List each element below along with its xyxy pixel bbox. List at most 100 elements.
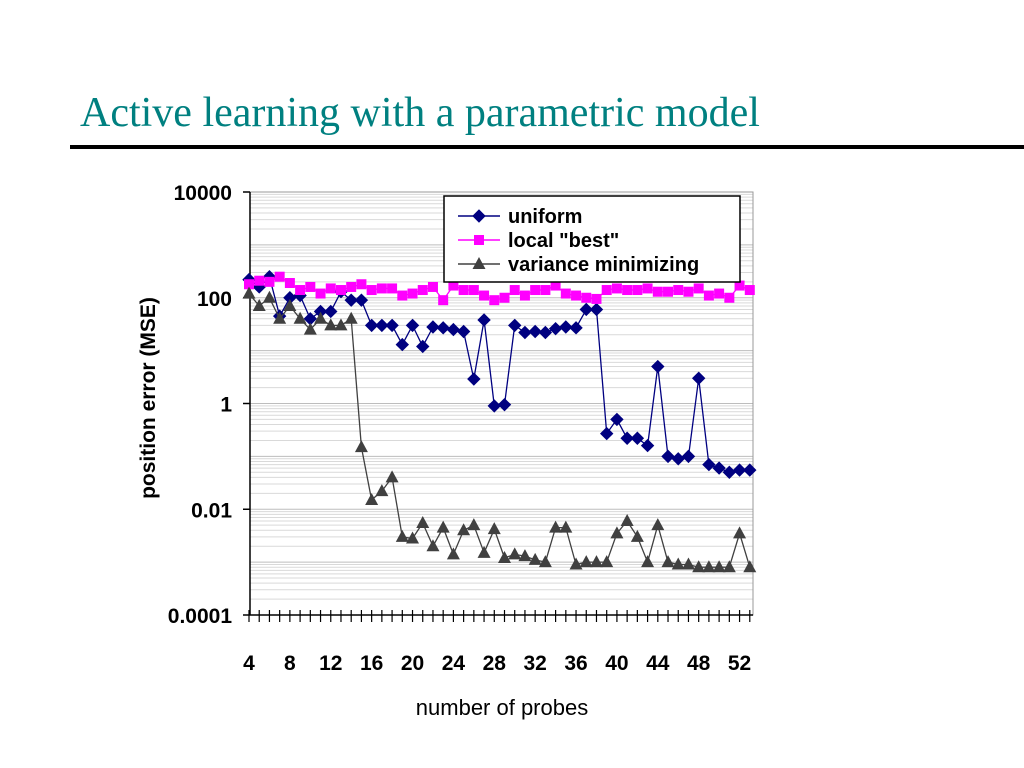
x-tick-label: 40: [605, 652, 628, 675]
axes: [243, 191, 753, 622]
data-point: [589, 302, 604, 317]
x-tick-label: 12: [319, 652, 342, 675]
data-point: [244, 279, 254, 290]
data-point: [661, 449, 675, 464]
data-point: [252, 298, 266, 311]
data-point: [456, 324, 471, 339]
legend-label: local "best": [508, 230, 619, 252]
data-point: [550, 280, 561, 291]
data-point: [264, 276, 275, 287]
x-tick-label: 20: [401, 652, 424, 675]
x-tick-label: 28: [483, 652, 507, 675]
data-point: [446, 547, 460, 560]
data-point: [569, 557, 583, 570]
x-tick-label: 36: [564, 652, 587, 675]
data-point: [487, 522, 501, 535]
data-point: [579, 302, 593, 317]
x-tick-label: 52: [728, 652, 751, 675]
legend-marker: [474, 235, 484, 245]
data-point: [642, 283, 653, 294]
data-point: [325, 283, 336, 294]
data-point: [508, 547, 522, 560]
data-point: [673, 285, 684, 296]
data-point: [303, 322, 317, 335]
x-tick-label: 48: [687, 652, 711, 675]
x-tick-label: 24: [442, 652, 466, 675]
data-point: [599, 426, 614, 441]
data-point: [693, 283, 704, 294]
data-point: [591, 293, 602, 304]
data-point: [681, 557, 695, 570]
data-point: [283, 298, 297, 311]
title-rule: [70, 145, 1024, 149]
data-point: [559, 520, 573, 533]
legend-marker: [472, 209, 486, 223]
data-point: [610, 526, 624, 539]
x-tick-label: 8: [284, 652, 296, 675]
data-point: [262, 290, 276, 303]
data-point: [620, 431, 634, 445]
data-point: [528, 552, 542, 565]
data-point: [293, 311, 307, 324]
y-tick-label: 1: [220, 394, 232, 417]
data-point: [458, 285, 469, 296]
data-point: [405, 318, 420, 333]
data-point: [663, 286, 674, 297]
data-point: [499, 292, 510, 303]
data-point: [416, 515, 430, 528]
data-point: [448, 280, 459, 291]
data-point: [530, 285, 541, 296]
data-point: [538, 555, 552, 568]
data-point: [498, 550, 511, 563]
y-tick-label: 100: [197, 288, 232, 311]
data-point: [661, 555, 675, 568]
data-point: [477, 545, 491, 558]
data-point: [365, 492, 379, 505]
data-point: [569, 321, 583, 335]
data-point: [508, 318, 522, 333]
data-point: [651, 359, 665, 374]
data-point: [426, 539, 440, 552]
data-point: [324, 318, 338, 331]
data-point: [703, 290, 714, 301]
data-point: [385, 470, 399, 483]
data-point: [712, 461, 726, 475]
data-point: [457, 523, 471, 536]
data-point: [559, 320, 573, 334]
data-point: [620, 513, 634, 526]
data-point: [387, 283, 398, 294]
data-point: [671, 452, 685, 466]
legend-box: [443, 195, 741, 283]
legend-label: variance minimizing: [508, 254, 699, 276]
data-point: [571, 290, 582, 301]
data-point: [518, 549, 532, 562]
data-point: [630, 431, 645, 445]
data-point: [702, 457, 716, 472]
data-point: [406, 531, 420, 544]
data-point: [519, 290, 530, 301]
data-point: [560, 288, 571, 299]
data-point: [395, 529, 409, 542]
data-point: [733, 526, 747, 539]
series-variance-minimizing: [242, 286, 757, 573]
y-tick-label: 10000: [174, 182, 232, 205]
data-point: [622, 285, 633, 296]
data-point: [528, 324, 542, 339]
series-local-best: [244, 271, 755, 306]
data-point: [395, 337, 410, 352]
data-point: [436, 520, 450, 533]
data-point: [427, 281, 438, 292]
data-point: [518, 325, 532, 340]
data-point: [407, 288, 418, 299]
data-point: [273, 311, 287, 324]
data-point: [335, 285, 346, 296]
data-point: [438, 295, 449, 306]
data-point: [722, 560, 736, 573]
series-uniform: [242, 270, 757, 479]
legend-marker: [472, 257, 486, 269]
data-point: [610, 412, 624, 427]
data-point: [630, 529, 644, 542]
x-axis-label: number of probes: [416, 695, 588, 720]
